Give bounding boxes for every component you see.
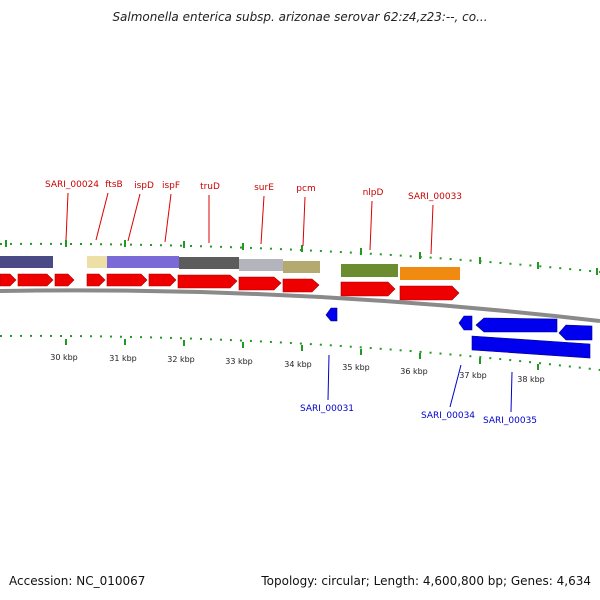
gene-label-ftsB: ftsB bbox=[105, 180, 122, 190]
reverse-gene-arrow bbox=[458, 315, 473, 331]
gene-label-SARI_00024: SARI_00024 bbox=[45, 180, 99, 190]
top-gene-labels[interactable]: SARI_00024 ftsB ispD ispF truD surE pcm … bbox=[45, 180, 462, 255]
scale-label: 38 kbp bbox=[517, 375, 545, 384]
gene-label-ispD: ispD bbox=[134, 181, 154, 191]
gene-label-pcm: pcm bbox=[296, 184, 315, 194]
gene-label-SARI_00035: SARI_00035 bbox=[483, 416, 537, 426]
bottom-gene-labels[interactable]: SARI_00031 SARI_00034 SARI_00035 bbox=[300, 354, 537, 426]
gene-label-surE: surE bbox=[254, 183, 274, 193]
scale-label: 34 kbp bbox=[284, 360, 312, 369]
gene-label-SARI_00034: SARI_00034 bbox=[421, 411, 475, 421]
genome-summary-text: Topology: circular; Length: 4,600,800 bp… bbox=[261, 574, 591, 588]
gene-label-truD: truD bbox=[200, 182, 220, 192]
scale-label: 36 kbp bbox=[400, 367, 428, 376]
reverse-gene-arrow bbox=[475, 317, 558, 333]
band-segment-lavender bbox=[107, 256, 179, 268]
gene-label-SARI_00031: SARI_00031 bbox=[300, 404, 354, 414]
map-title: Salmonella enterica subsp. arizonae sero… bbox=[112, 10, 488, 24]
accession-text: Accession: NC_010067 bbox=[9, 574, 146, 588]
band-segment-darkgray bbox=[179, 257, 239, 269]
upper-major-ticks bbox=[5, 240, 598, 275]
lower-dotted-ruler bbox=[0, 334, 600, 371]
feature-band bbox=[0, 256, 460, 280]
band-segment-olive bbox=[341, 264, 398, 277]
gene-label-SARI_00033: SARI_00033 bbox=[408, 192, 462, 202]
scale-label: 35 kbp bbox=[342, 363, 370, 372]
gene-label-ispF: ispF bbox=[162, 181, 180, 191]
band-segment-navy bbox=[0, 256, 53, 268]
forward-gene-arrow bbox=[340, 281, 396, 297]
scale-label: 37 kbp bbox=[459, 371, 487, 380]
forward-gene-arrow bbox=[282, 278, 320, 293]
scale-label: 32 kbp bbox=[167, 355, 195, 364]
upper-dotted-ruler bbox=[0, 242, 600, 273]
forward-gene-arrow bbox=[399, 285, 460, 301]
forward-gene-arrow bbox=[86, 273, 106, 287]
forward-gene-arrow bbox=[238, 276, 282, 291]
forward-gene-arrow bbox=[177, 274, 238, 289]
scale-label: 33 kbp bbox=[225, 357, 253, 366]
forward-genes[interactable] bbox=[0, 273, 460, 301]
forward-gene-arrow bbox=[106, 273, 148, 287]
band-segment-orange bbox=[400, 267, 460, 280]
scale-label: 31 kbp bbox=[109, 354, 137, 363]
genome-backbone bbox=[0, 288, 600, 323]
scale-label: 30 kbp bbox=[50, 353, 78, 362]
band-segment-lightgray bbox=[239, 259, 283, 271]
gene-label-nlpD: nlpD bbox=[363, 188, 384, 198]
forward-gene-arrow bbox=[54, 273, 75, 287]
lower-major-ticks bbox=[65, 339, 539, 370]
reverse-gene-arrow bbox=[558, 324, 593, 341]
reverse-gene-arrow bbox=[325, 307, 338, 322]
forward-gene-arrow bbox=[17, 273, 54, 287]
forward-gene-arrow bbox=[148, 273, 177, 287]
reverse-genes[interactable] bbox=[325, 307, 593, 359]
band-segment-khaki bbox=[283, 261, 320, 273]
forward-gene-arrow bbox=[0, 273, 17, 287]
scale-labels: 30 kbp 31 kbp 32 kbp 33 kbp 34 kbp 35 kb… bbox=[50, 353, 545, 384]
reverse-gene-box bbox=[471, 335, 591, 359]
band-segment-cream bbox=[87, 256, 107, 268]
